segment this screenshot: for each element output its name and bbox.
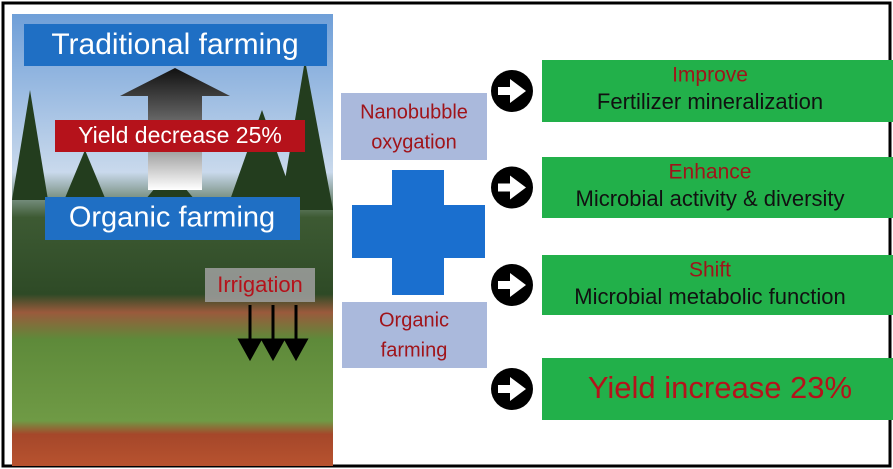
label: Traditional farming bbox=[51, 28, 298, 61]
label: Yield decrease 25% bbox=[78, 122, 282, 148]
irrigation-arrows bbox=[237, 305, 309, 362]
label-box bbox=[341, 93, 487, 160]
label-box bbox=[205, 268, 315, 302]
label: Nanobubble bbox=[360, 101, 468, 123]
outcome-box bbox=[542, 157, 893, 218]
label-box bbox=[342, 302, 487, 368]
outcome-text: Microbial activity & diversity bbox=[576, 186, 845, 211]
outcome-text: Fertilizer mineralization bbox=[597, 89, 823, 114]
label: farming bbox=[381, 339, 448, 361]
outcome-box bbox=[542, 358, 893, 420]
label-box bbox=[24, 24, 327, 66]
arrow-icon bbox=[498, 175, 526, 200]
label-box bbox=[45, 197, 300, 240]
trees bbox=[12, 60, 333, 230]
plus-sign bbox=[352, 170, 485, 295]
arrow-icon bbox=[498, 273, 526, 297]
label: Organic bbox=[379, 309, 449, 331]
outcome-verb: Shift bbox=[689, 259, 731, 282]
outcome-verb: Improve bbox=[672, 64, 748, 87]
outcome-text: Yield increase 23% bbox=[588, 370, 852, 405]
outcome-box bbox=[542, 255, 893, 315]
label: oxygation bbox=[371, 131, 457, 153]
outcome-verb: Enhance bbox=[669, 161, 752, 184]
outcome-text: Microbial metabolic function bbox=[574, 284, 845, 309]
label-box bbox=[55, 120, 305, 152]
outcome-box bbox=[542, 60, 893, 122]
label: Irrigation bbox=[217, 272, 303, 297]
arrow-icon bbox=[498, 377, 526, 401]
label: Organic farming bbox=[69, 202, 275, 234]
arrow-icon bbox=[498, 79, 526, 103]
